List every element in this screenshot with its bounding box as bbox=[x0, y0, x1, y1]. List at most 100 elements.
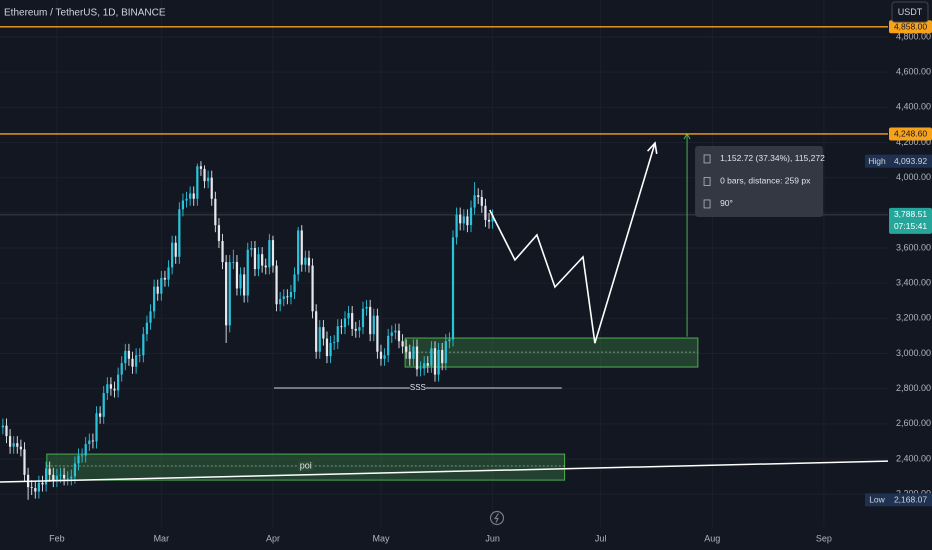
candle-body bbox=[167, 267, 170, 280]
candle-body bbox=[243, 274, 246, 296]
icon-circle[interactable] bbox=[489, 510, 505, 526]
candle-body bbox=[84, 444, 87, 456]
candle-body bbox=[210, 177, 213, 199]
candle-body bbox=[430, 348, 433, 366]
drawing-layer: poi SSS bbox=[46, 337, 699, 481]
candle-body bbox=[325, 338, 329, 357]
candle-body bbox=[354, 328, 357, 331]
candle-body bbox=[1, 425, 4, 428]
candle-body bbox=[41, 482, 44, 485]
candle-body bbox=[311, 265, 314, 312]
zone-label-bg bbox=[297, 461, 314, 472]
level-label: SSS bbox=[410, 383, 426, 392]
price-line-label: 4,248.60 bbox=[894, 129, 927, 139]
extreme-label-bg bbox=[889, 154, 932, 168]
x-tick-label: May bbox=[372, 533, 390, 543]
y-tick-label: 4,600.00 bbox=[896, 67, 931, 77]
candle-body bbox=[293, 274, 296, 292]
candle-body bbox=[135, 355, 138, 367]
replay-icon[interactable] bbox=[489, 510, 505, 526]
candle-body bbox=[73, 463, 77, 477]
candle-body bbox=[232, 262, 235, 263]
candle-body bbox=[214, 198, 217, 226]
candle-body bbox=[44, 468, 48, 485]
candle-body bbox=[451, 237, 455, 340]
candle-body bbox=[239, 274, 242, 289]
candle-body bbox=[203, 168, 206, 182]
currency-button[interactable] bbox=[891, 1, 929, 23]
candle-body bbox=[91, 440, 95, 442]
candle-body bbox=[142, 334, 145, 356]
candle-body bbox=[120, 363, 123, 375]
candle-body bbox=[207, 177, 210, 182]
x-tick-label: Mar bbox=[154, 533, 170, 543]
zone-label: poi bbox=[300, 460, 312, 470]
candle-body bbox=[322, 327, 325, 339]
candle-body bbox=[466, 216, 469, 226]
candle-body bbox=[62, 474, 66, 479]
y-tick-label: 3,600.00 bbox=[896, 242, 931, 252]
candle-body bbox=[48, 468, 51, 475]
candle-body bbox=[127, 350, 131, 359]
candle-body bbox=[297, 230, 300, 275]
candle-body bbox=[372, 315, 375, 335]
candle-body bbox=[5, 425, 8, 437]
candle-body bbox=[181, 200, 185, 210]
candle-body bbox=[268, 240, 271, 268]
candle-body bbox=[448, 339, 451, 342]
candle-body bbox=[12, 443, 15, 447]
measure-icon bbox=[703, 154, 711, 164]
candle-body bbox=[415, 346, 419, 370]
candle-body bbox=[491, 214, 494, 222]
candle-body bbox=[199, 166, 203, 169]
y-tick-label: 2,600.00 bbox=[896, 418, 931, 428]
y-tick-label: 2,400.00 bbox=[896, 453, 931, 463]
candle-body bbox=[444, 341, 447, 364]
currency-label[interactable]: USDT bbox=[898, 7, 923, 17]
x-tick-label: Jun bbox=[485, 533, 500, 543]
candle-body bbox=[315, 311, 318, 352]
icon-bolt[interactable] bbox=[493, 513, 499, 523]
y-tick-label: 3,000.00 bbox=[896, 348, 931, 358]
projection-path bbox=[489, 142, 656, 344]
candle-body bbox=[387, 335, 390, 356]
candle-body bbox=[113, 388, 116, 391]
candle-body bbox=[340, 326, 343, 328]
candle-body bbox=[459, 214, 462, 224]
x-tick-label: Aug bbox=[704, 533, 720, 543]
candle-body bbox=[477, 195, 480, 198]
extreme-label: 2,168.07 bbox=[894, 495, 927, 505]
candle-body bbox=[401, 341, 404, 347]
y-tick-label: 4,800.00 bbox=[896, 31, 931, 41]
candle-body bbox=[228, 262, 231, 326]
candle-body bbox=[271, 240, 275, 266]
candle-body bbox=[257, 254, 260, 270]
candle-body bbox=[217, 225, 221, 241]
candle-body bbox=[109, 384, 113, 389]
last-price-label-bg bbox=[889, 207, 932, 234]
candle-body bbox=[246, 249, 249, 296]
candle-body bbox=[333, 342, 336, 343]
candle-body bbox=[423, 363, 426, 369]
measure-line: 90° bbox=[720, 198, 733, 208]
candle-body bbox=[329, 342, 332, 357]
candle-body bbox=[163, 277, 167, 280]
last-price-label: 3,788.51 bbox=[894, 209, 927, 219]
candle-body bbox=[106, 384, 109, 394]
candle-body bbox=[19, 446, 23, 450]
countdown-label: 07:15:41 bbox=[894, 221, 927, 231]
price-axis-panel bbox=[888, 0, 932, 550]
level-label-bg bbox=[409, 382, 426, 393]
candle-body bbox=[156, 286, 159, 294]
candle-body bbox=[80, 455, 84, 457]
candle-body bbox=[250, 248, 253, 250]
x-tick-label: Apr bbox=[266, 533, 280, 543]
candle-body bbox=[174, 242, 177, 257]
measure-line: 0 bars, distance: 259 px bbox=[720, 176, 811, 186]
time-axis-panel bbox=[0, 527, 888, 550]
candle-body bbox=[23, 449, 26, 475]
candle-body bbox=[160, 277, 163, 294]
candle-body bbox=[37, 482, 41, 492]
axis-layer: 2,200.002,400.002,600.002,800.003,000.00… bbox=[0, 20, 932, 543]
